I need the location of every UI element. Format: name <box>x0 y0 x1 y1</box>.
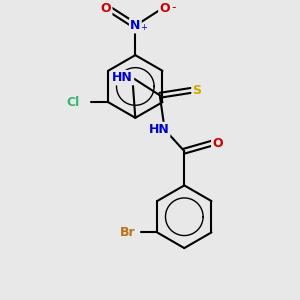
Text: Br: Br <box>120 226 136 239</box>
Text: HN: HN <box>112 71 133 84</box>
Text: +: + <box>140 23 147 32</box>
Text: HN: HN <box>148 123 169 136</box>
Text: Cl: Cl <box>66 96 80 109</box>
Text: O: O <box>100 2 111 15</box>
Text: O: O <box>212 137 223 150</box>
Text: -: - <box>172 1 176 14</box>
Text: S: S <box>193 84 202 97</box>
Text: O: O <box>159 2 170 15</box>
Text: N: N <box>130 19 140 32</box>
